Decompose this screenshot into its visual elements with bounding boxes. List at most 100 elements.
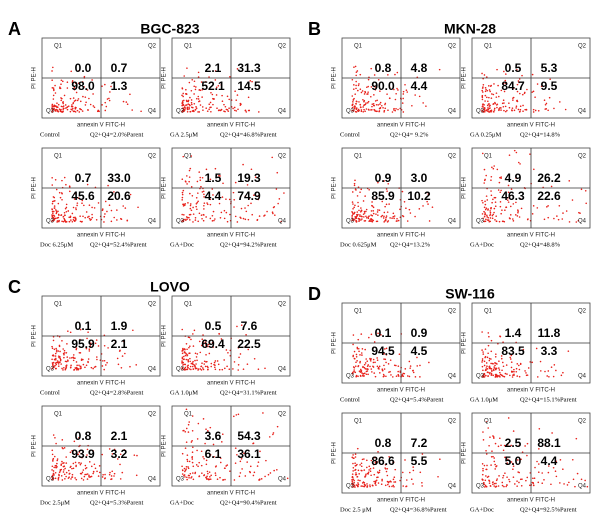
event-dot: [122, 205, 125, 207]
event-dot: [547, 216, 550, 219]
event-dot: [182, 364, 184, 366]
event-dot: [182, 155, 185, 158]
event-dot: [245, 333, 247, 336]
event-dot: [408, 360, 411, 363]
event-dot: [507, 201, 510, 203]
event-dot: [64, 207, 67, 210]
event-dot: [498, 95, 500, 98]
event-dot: [419, 376, 421, 378]
event-dot: [392, 212, 395, 215]
event-dot: [184, 218, 186, 221]
event-dot: [402, 97, 404, 100]
event-dot: [360, 207, 362, 209]
event-dot: [521, 93, 524, 96]
event-dot: [185, 468, 188, 470]
event-dot: [106, 98, 109, 100]
event-dot: [182, 95, 184, 98]
event-dot: [408, 375, 411, 378]
event-dot: [212, 443, 215, 446]
event-dot: [509, 194, 511, 197]
event-dot: [101, 104, 103, 106]
event-dot: [52, 66, 54, 69]
event-dot: [373, 85, 376, 88]
event-dot: [562, 371, 564, 374]
event-dot: [481, 213, 484, 215]
event-dot: [236, 94, 239, 96]
event-dot: [370, 214, 372, 216]
event-dot: [548, 375, 550, 378]
event-dot: [257, 195, 259, 197]
event-dot: [384, 463, 387, 466]
event-dot: [365, 208, 368, 211]
quadrant-value: 5.0: [505, 454, 522, 468]
event-dot: [233, 206, 235, 208]
event-dot: [79, 100, 82, 103]
event-dot: [568, 221, 571, 223]
event-dot: [105, 364, 107, 366]
event-dot: [109, 471, 111, 474]
event-dot: [191, 415, 194, 417]
event-dot: [373, 341, 376, 343]
event-dot: [553, 107, 555, 110]
event-dot: [71, 105, 74, 108]
event-dot: [250, 168, 253, 171]
event-dot: [372, 104, 375, 107]
event-dot: [185, 408, 188, 411]
event-dot: [57, 365, 60, 367]
event-dot: [181, 104, 184, 107]
event-dot: [483, 107, 486, 109]
event-dot: [117, 363, 120, 366]
quadrant-value: 88.1: [537, 436, 561, 450]
quadrant-label: Q3: [176, 477, 185, 483]
event-dot: [211, 214, 214, 217]
event-dot: [88, 97, 90, 100]
event-dot: [51, 214, 53, 216]
event-dot: [101, 365, 104, 367]
event-dot: [363, 93, 366, 95]
event-dot: [491, 217, 494, 220]
treatment: GA 0.25μM: [470, 131, 502, 138]
event-dot: [352, 203, 354, 205]
event-dot: [74, 108, 77, 110]
event-dot: [276, 171, 279, 174]
event-dot: [202, 213, 205, 216]
event-dot: [384, 484, 387, 487]
event-dot: [224, 105, 227, 108]
event-dot: [202, 341, 204, 344]
event-dot: [259, 450, 261, 453]
event-dot: [276, 425, 279, 428]
event-dot: [490, 455, 493, 458]
event-dot: [54, 355, 57, 357]
event-dot: [182, 348, 184, 351]
event-dot: [62, 220, 65, 223]
event-dot: [227, 351, 229, 354]
event-dot: [485, 76, 488, 78]
event-dot: [495, 479, 498, 482]
event-dot: [67, 105, 70, 107]
event-dot: [65, 206, 68, 209]
event-dot: [247, 96, 250, 99]
event-dot: [66, 359, 69, 361]
event-dot: [363, 481, 366, 484]
event-dot: [95, 339, 98, 341]
event-dot: [103, 359, 106, 362]
event-dot: [275, 188, 278, 190]
event-dot: [55, 108, 58, 111]
event-dot: [388, 97, 391, 99]
event-dot: [184, 180, 187, 183]
event-dot: [182, 203, 185, 206]
event-dot: [214, 360, 217, 362]
event-dot: [200, 344, 203, 347]
event-dot: [353, 369, 355, 371]
event-dot: [253, 357, 256, 360]
event-dot: [534, 109, 537, 112]
event-dot: [203, 204, 205, 207]
event-dot: [237, 369, 240, 371]
event-dot: [388, 193, 390, 196]
event-dot: [395, 364, 397, 367]
event-dot: [361, 218, 363, 220]
event-dot: [556, 215, 558, 217]
event-dot: [254, 176, 257, 178]
event-dot: [355, 84, 357, 87]
event-dot: [59, 196, 62, 199]
